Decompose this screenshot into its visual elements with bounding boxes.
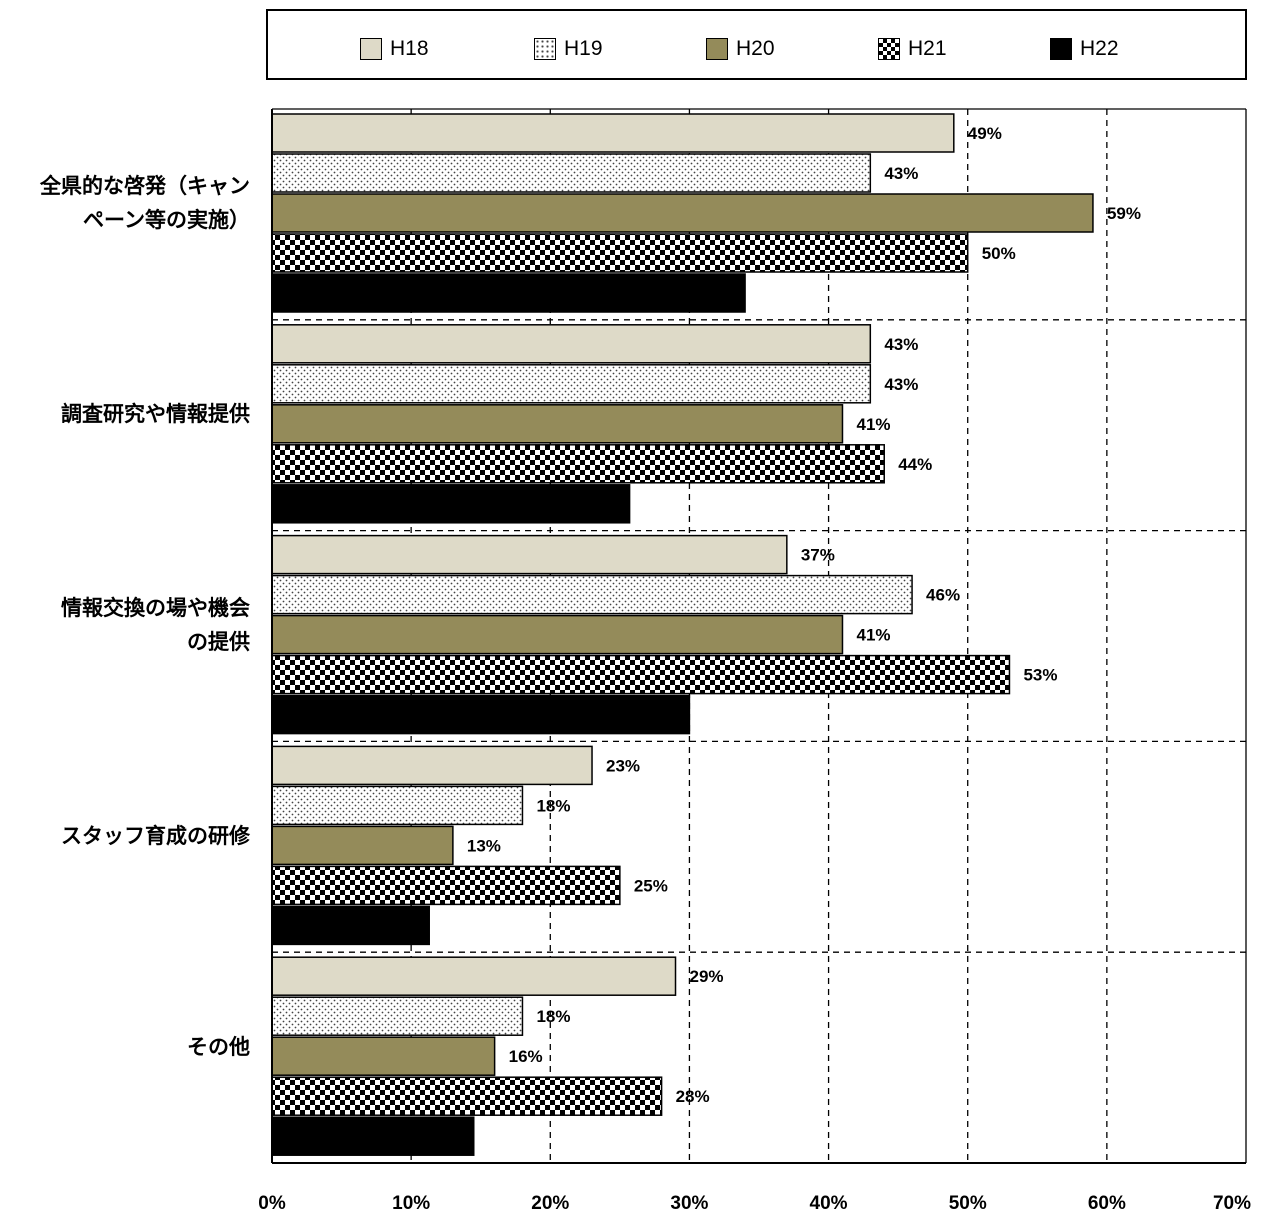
bar-h22-2 [271,694,691,735]
category-label: 調査研究や情報提供 [0,397,250,431]
x-tick-label: 70% [1212,1193,1252,1214]
data-label: 41% [856,626,890,645]
data-label: 29% [690,967,724,986]
bar-h22-0 [271,273,746,313]
x-tick-label: 50% [948,1193,987,1214]
x-tick-label: 0% [258,1193,286,1214]
x-tick-label: 20% [531,1193,570,1214]
bar-h21-0 [271,233,969,273]
category-label: その他 [0,1030,250,1064]
x-tick-label: 60% [1087,1193,1126,1214]
legend-label: H20 [736,37,775,60]
bar-h21-3 [271,865,621,906]
legend-item-h22: H22 [1050,37,1119,61]
data-label: 43% [884,164,918,183]
bar-h21-2 [271,654,1011,695]
legend-label: H18 [390,37,429,60]
bar-h20-1 [271,404,844,444]
bars: 49% 43% 59% 50% 43% 43% 41% 44% 37% 46% 41% 53% 23% 1… [271,113,1141,1156]
bar-h21-4 [271,1076,663,1116]
legend-swatch [706,38,728,60]
data-label: 41% [856,415,890,434]
data-label: 18% [536,1007,570,1026]
category-label-line: その他 [187,1034,250,1059]
data-label: 59% [1107,204,1141,223]
bar-h20-3 [271,825,454,866]
data-label: 23% [606,756,640,775]
bar-h20-2 [271,614,844,655]
bar-h18-0 [271,113,955,153]
category-label-line: 調査研究や情報提供 [61,402,250,427]
data-label: 50% [982,244,1016,263]
data-label: 43% [884,375,918,394]
data-label: 13% [467,836,501,855]
category-label: 全県的な啓発（キャンペーン等の実施） [0,169,250,237]
x-tick-label: 30% [670,1193,709,1214]
legend-swatch [534,38,556,60]
legend-item-h19: H19 [534,37,603,61]
bar-h18-4 [271,956,677,996]
data-label: 18% [536,796,570,815]
category-label: 情報交換の場や機会の提供 [0,591,250,659]
bar-h19-1 [271,364,872,404]
bar-h20-0 [271,193,1094,233]
legend-label: H19 [564,37,603,60]
legend-label: H22 [1080,37,1119,60]
bar-h21-1 [271,444,885,484]
bar-h22-1 [271,484,631,524]
bar-h22-4 [271,1116,475,1156]
data-label: 46% [926,586,960,605]
bar-h18-2 [271,534,788,575]
legend-item-h18: H18 [360,37,429,61]
data-label: 25% [634,876,668,895]
bar-h19-3 [271,785,524,826]
bar-h22-3 [271,905,430,946]
data-label: 44% [898,455,932,474]
bar-h19-0 [271,153,872,193]
legend-item-h20: H20 [706,37,775,61]
legend-label: H21 [908,37,947,60]
legend-item-h21: H21 [878,37,947,61]
x-tick-label: 10% [392,1193,431,1214]
legend-swatch [1050,38,1072,60]
category-label-line: 全県的な啓発（キャン [40,174,250,199]
data-label: 53% [1023,666,1057,685]
data-label: 16% [509,1047,543,1066]
bar-h20-4 [271,1036,496,1076]
category-label: スタッフ育成の研修 [0,819,250,853]
bar-h19-4 [271,996,524,1036]
category-label-line: ペーン等の実施） [83,208,250,233]
axes [271,109,1246,1164]
legend: H18 H19 H20 H21 H22 [266,9,1247,80]
legend-swatch [360,38,382,60]
data-label: 49% [968,124,1002,143]
data-label: 43% [884,335,918,354]
bar-h19-2 [271,574,913,615]
data-label: 37% [801,546,835,565]
bar-h18-3 [271,745,593,786]
bar-h18-1 [271,324,872,364]
data-label: 28% [676,1087,710,1106]
category-label-line: スタッフ育成の研修 [61,823,250,848]
x-tick-label: 40% [809,1193,848,1214]
legend-swatch [878,38,900,60]
category-label-line: の提供 [187,630,250,654]
category-label-line: 情報交換の場や機会 [61,596,250,620]
